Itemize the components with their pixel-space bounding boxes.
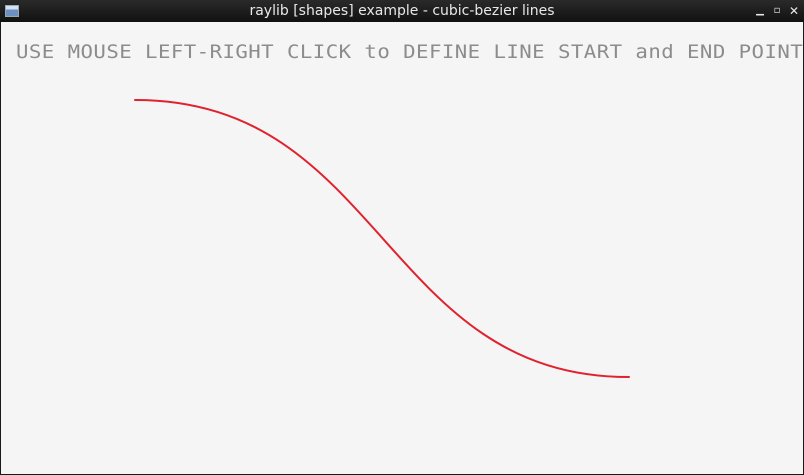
bezier-canvas-svg xyxy=(129,94,635,383)
close-button[interactable]: ✕ xyxy=(788,4,800,18)
cubic-bezier-line xyxy=(134,99,630,378)
minimize-button[interactable]: ▁ xyxy=(756,5,764,16)
app-window-icon[interactable] xyxy=(5,5,19,17)
drawing-canvas[interactable]: USE MOUSE LEFT-RIGHT CLICK to DEFINE LIN… xyxy=(1,22,803,474)
title-bar[interactable]: raylib [shapes] example - cubic-bezier l… xyxy=(0,0,804,22)
window-title: raylib [shapes] example - cubic-bezier l… xyxy=(249,3,555,19)
line-end-point[interactable] xyxy=(623,371,635,383)
maximize-button[interactable]: ▫ xyxy=(773,5,781,16)
line-start-point[interactable] xyxy=(129,94,141,106)
instruction-text: USE MOUSE LEFT-RIGHT CLICK to DEFINE LIN… xyxy=(16,41,803,63)
